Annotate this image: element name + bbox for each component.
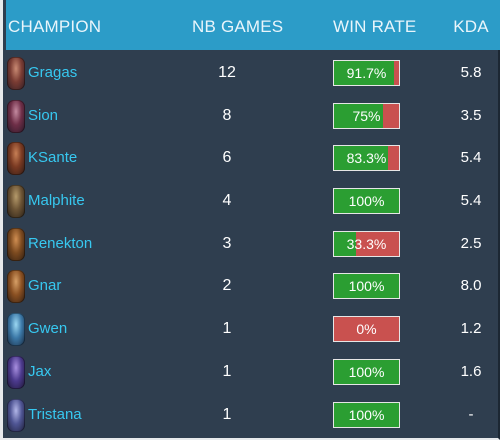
sion-portrait-icon (7, 99, 25, 133)
winrate-bar: 75% (333, 102, 400, 129)
kda-value: 5.4 (460, 149, 482, 167)
table-row[interactable]: KSante 6 83.3% 5.4 (6, 137, 500, 180)
jax-portrait-icon (7, 355, 25, 389)
champion-name[interactable]: Gnar (28, 277, 62, 295)
winrate-bar: 100% (333, 401, 400, 428)
kda-value: 1.6 (460, 362, 482, 380)
games-count: 2 (222, 277, 232, 295)
table-row[interactable]: Renekton 3 33.3% 2.5 (6, 223, 500, 266)
kda-value: 8.0 (460, 277, 482, 295)
winrate-bar: 100% (333, 273, 400, 300)
champion-name[interactable]: Jax (28, 362, 52, 380)
champion-name[interactable]: Malphite (28, 192, 85, 210)
winrate-label: 100% (348, 193, 385, 210)
gragas-portrait-icon (7, 57, 25, 90)
winrate-fill (334, 402, 399, 427)
games-count: 1 (222, 405, 232, 423)
column-header-kda[interactable]: KDA (453, 17, 489, 36)
winrate-bar: 0% (333, 316, 400, 343)
winrate-bar: 100% (333, 188, 400, 215)
games-count: 3 (222, 234, 232, 252)
column-header-winrate[interactable]: WIN RATE (333, 17, 417, 36)
table-row[interactable]: Jax 1 100% 1.6 (6, 351, 500, 394)
table-header: CHAMPION NB GAMES WIN RATE KDA (6, 0, 500, 50)
winrate-label: 100% (348, 278, 385, 295)
winrate-fill (334, 146, 389, 171)
winrate-label: 91.7% (346, 65, 387, 81)
winrate-label: 100% (348, 363, 385, 380)
table-body: Gragas 12 91.7% 5.8 Sion 8 75% 3.5 KSant… (6, 52, 500, 436)
winrate-bar: 100% (333, 358, 400, 385)
winrate-label: 33.3% (346, 235, 387, 252)
table-row[interactable]: Gwen 1 0% 1.2 (6, 308, 500, 351)
ksante-portrait-icon (7, 142, 25, 176)
winrate-label: 0% (356, 321, 377, 338)
renekton-portrait-icon (7, 227, 25, 261)
kda-value: 5.8 (460, 64, 482, 81)
winrate-fill (334, 189, 399, 214)
champion-name[interactable]: Renekton (28, 234, 93, 252)
games-count: 1 (222, 362, 232, 380)
column-header-champion[interactable]: CHAMPION (8, 17, 102, 36)
champion-name[interactable]: Sion (28, 106, 59, 124)
champion-name[interactable]: Gragas (28, 64, 78, 81)
winrate-fill (334, 359, 399, 384)
kda-value: 3.5 (460, 106, 482, 124)
champion-name[interactable]: KSante (28, 149, 78, 167)
kda-value: 1.2 (460, 320, 482, 338)
table-row[interactable]: Gnar 2 100% 8.0 (6, 265, 500, 308)
winrate-label: 100% (348, 406, 385, 423)
games-count: 12 (218, 64, 236, 81)
table-row[interactable]: Gragas 12 91.7% 5.8 (6, 52, 500, 95)
winrate-fill (334, 103, 383, 128)
winrate-label: 83.3% (346, 150, 387, 167)
winrate-fill (334, 231, 356, 256)
winrate-bar: 83.3% (333, 145, 400, 172)
column-header-games[interactable]: NB GAMES (192, 17, 284, 36)
malphite-portrait-icon (7, 185, 25, 219)
games-count: 6 (222, 149, 232, 167)
games-count: 8 (222, 106, 232, 124)
winrate-bar: 33.3% (333, 230, 400, 257)
winrate-bar: 91.7% (333, 60, 400, 86)
games-count: 1 (222, 320, 232, 338)
kda-value: 5.4 (460, 192, 482, 210)
games-count: 4 (222, 192, 232, 210)
table-row[interactable]: Sion 8 75% 3.5 (6, 95, 500, 138)
gnar-portrait-icon (7, 270, 25, 304)
champion-name[interactable]: Gwen (28, 320, 68, 338)
table-row[interactable]: Tristana 1 100% - (6, 394, 500, 437)
kda-value: 2.5 (460, 234, 482, 252)
kda-value: - (468, 405, 474, 423)
gwen-portrait-icon (7, 313, 25, 347)
table-row[interactable]: Malphite 4 100% 5.4 (6, 180, 500, 223)
winrate-fill (334, 61, 394, 85)
winrate-fill (334, 274, 399, 299)
champion-name[interactable]: Tristana (28, 405, 82, 423)
winrate-label: 75% (352, 107, 381, 124)
tristana-portrait-icon (7, 398, 25, 432)
